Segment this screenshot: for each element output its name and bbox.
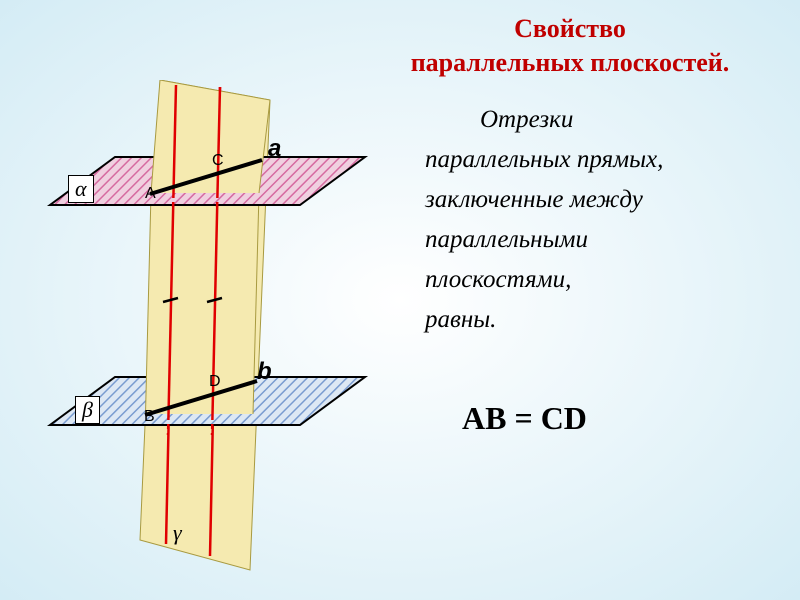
theorem-line: Отрезки [425, 100, 770, 140]
title: Свойство параллельных плоскостей. [370, 12, 770, 80]
label-line-b: b [257, 358, 272, 386]
title-line1: Свойство [514, 14, 626, 43]
equation: AB = CD [462, 400, 587, 437]
theorem-text: Отрезки параллельных прямых, заключенные… [425, 100, 770, 340]
label-D: D [209, 373, 221, 391]
label-alpha: α [68, 175, 94, 203]
theorem-line: равны. [425, 306, 496, 333]
label-line-a: a [268, 135, 281, 163]
theorem-line: параллельных прямых, [425, 146, 663, 173]
theorem-line: плоскостями, [425, 266, 571, 293]
plane-gamma-mid [146, 193, 260, 414]
theorem-line: заключенные между [425, 186, 643, 213]
label-beta: β [75, 396, 100, 424]
label-A: A [145, 185, 156, 203]
diagram: A C B D a b α β γ [20, 80, 400, 580]
label-C: C [212, 152, 224, 170]
title-line2: параллельных плоскостей. [411, 48, 730, 77]
label-B: B [144, 408, 155, 426]
theorem-line: параллельными [425, 226, 588, 253]
label-gamma: γ [173, 520, 182, 546]
